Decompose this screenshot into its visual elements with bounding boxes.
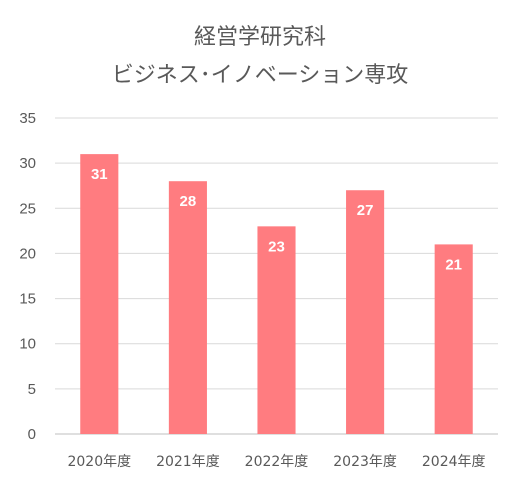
y-tick-label: 35 xyxy=(19,110,36,127)
y-axis-ticks: 0 5 10 15 20 25 30 35 xyxy=(19,110,36,443)
y-tick-label: 25 xyxy=(19,200,36,217)
data-labels: 31 28 23 27 21 xyxy=(91,166,462,273)
x-category-label: 2023年度 xyxy=(333,454,397,470)
x-axis-categories: 2020年度 2021年度 2022年度 2023年度 2024年度 xyxy=(67,454,485,470)
y-tick-label: 20 xyxy=(19,245,36,262)
bar xyxy=(257,226,296,434)
y-tick-label: 5 xyxy=(28,381,36,398)
bar xyxy=(346,190,385,434)
bar-data-label: 27 xyxy=(357,202,374,219)
bar xyxy=(434,244,473,434)
y-tick-label: 30 xyxy=(19,155,36,172)
bar-data-label: 31 xyxy=(91,166,108,183)
bar-data-label: 21 xyxy=(445,256,462,273)
x-category-label: 2020年度 xyxy=(67,454,131,470)
y-tick-label: 0 xyxy=(28,426,36,443)
y-tick-label: 15 xyxy=(19,291,36,308)
x-category-label: 2021年度 xyxy=(156,454,220,470)
bar xyxy=(80,154,119,434)
bar-data-label: 28 xyxy=(180,193,197,210)
y-tick-label: 10 xyxy=(19,336,36,353)
chart-title-line-2: ビジネス･イノベーション専攻 xyxy=(112,63,409,88)
x-category-label: 2024年度 xyxy=(422,454,486,470)
bar-data-label: 23 xyxy=(268,238,285,255)
bars xyxy=(80,154,473,434)
x-category-label: 2022年度 xyxy=(245,454,309,470)
chart-title-line-1: 経営学研究科 xyxy=(194,25,326,50)
bar xyxy=(168,181,207,434)
